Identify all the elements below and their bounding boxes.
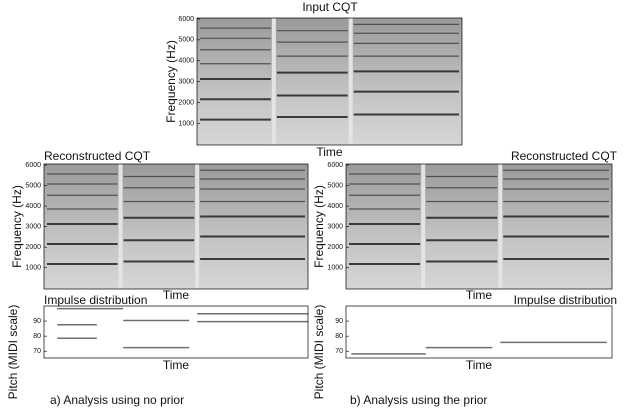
y-tick-label: 90 <box>33 318 41 325</box>
caption: b) Analysis using the prior <box>350 393 487 407</box>
y-axis-label: Frequency (Hz) <box>312 185 326 268</box>
onset <box>271 18 276 145</box>
caption: a) Analysis using no prior <box>50 393 184 407</box>
y-tick-label: 2000 <box>327 244 343 251</box>
onset <box>348 18 353 145</box>
onset <box>421 164 426 289</box>
x-axis-label: Time <box>163 358 190 372</box>
y-tick-label: 70 <box>335 348 343 355</box>
y-tick-label: 90 <box>335 318 343 325</box>
y-tick-label: 5000 <box>25 182 41 189</box>
y-tick-label: 3000 <box>327 223 343 230</box>
y-tick-label: 6000 <box>25 162 41 169</box>
frame <box>345 305 613 359</box>
y-axis-label: Frequency (Hz) <box>164 40 178 123</box>
panel-title: Impulse distribution <box>44 293 147 307</box>
y-axis-label: Pitch (MIDI scale) <box>6 305 20 400</box>
y-tick-label: 80 <box>335 333 343 340</box>
y-axis-label: Pitch (MIDI scale) <box>312 305 326 400</box>
panel-title: Impulse distribution <box>514 293 617 307</box>
onset <box>195 164 200 289</box>
y-tick-label: 1000 <box>178 120 194 127</box>
y-tick-label: 70 <box>33 348 41 355</box>
y-tick-label: 6000 <box>327 162 343 169</box>
panel-title: Reconstructed CQT <box>44 149 151 163</box>
y-tick-label: 4000 <box>25 203 41 210</box>
y-tick-label: 80 <box>33 333 41 340</box>
panel-title: Reconstructed CQT <box>511 149 618 163</box>
spectrogram <box>346 164 612 289</box>
y-tick-label: 5000 <box>327 182 343 189</box>
onset <box>498 164 503 289</box>
y-tick-label: 6000 <box>178 16 194 23</box>
spectrogram <box>197 18 462 145</box>
panel-title: Input CQT <box>302 0 358 14</box>
y-axis-label: Frequency (Hz) <box>10 185 24 268</box>
x-axis-label: Time <box>466 288 493 302</box>
y-tick-label: 1000 <box>25 265 41 272</box>
y-tick-label: 4000 <box>327 203 343 210</box>
impulse-map <box>346 306 612 358</box>
y-tick-label: 1000 <box>327 265 343 272</box>
y-tick-label: 5000 <box>178 37 194 44</box>
impulse-map <box>44 306 308 358</box>
y-tick-label: 3000 <box>25 223 41 230</box>
y-tick-label: 2000 <box>25 244 41 251</box>
x-axis-label: Time <box>163 288 190 302</box>
y-tick-label: 2000 <box>178 99 194 106</box>
y-tick-label: 4000 <box>178 58 194 65</box>
onset <box>118 164 123 289</box>
y-tick-label: 3000 <box>178 78 194 85</box>
x-axis-label: Time <box>316 145 343 159</box>
x-axis-label: Time <box>466 358 493 372</box>
spectrogram <box>44 164 308 289</box>
frame <box>43 305 309 359</box>
